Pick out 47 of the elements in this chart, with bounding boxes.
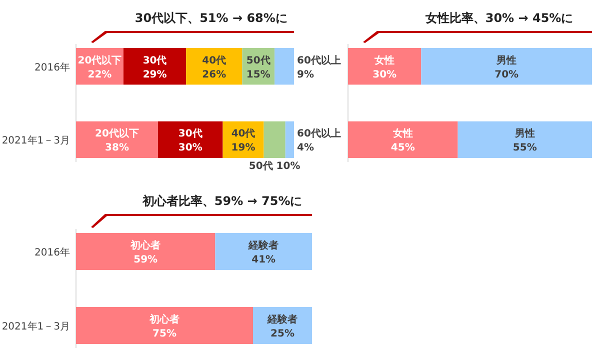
text: 60代以上 (297, 128, 341, 140)
data-label: 70% (494, 69, 519, 80)
y-tick-label: 2021年1－3月 (2, 320, 70, 332)
series-label: 60代以上 (297, 54, 341, 66)
y-tick-label: 2016年 (34, 61, 70, 74)
series-label: 女性 (392, 128, 413, 140)
series-label: 経験者 (248, 240, 279, 252)
chart-title: 初心者比率、59% → 75%に (141, 194, 302, 208)
text: 20代以下 (95, 128, 139, 140)
data-label: 4% (297, 142, 314, 154)
series-label: 20代以下 (78, 54, 122, 66)
series-label: 初心者 (130, 240, 161, 252)
text: 女性 (374, 55, 395, 66)
series-label: 50代 (248, 161, 273, 172)
bar (264, 121, 286, 158)
data-label: 15% (246, 69, 270, 80)
chart-title: 女性比率、30% → 45%に (424, 11, 574, 25)
data-label: 26% (202, 69, 226, 80)
bar (285, 121, 294, 158)
data-label: 30% (178, 142, 202, 154)
data-label: 19% (231, 142, 256, 154)
series-label: 40代 (231, 128, 256, 140)
y-tick-label: 2021年1－3月 (2, 134, 70, 147)
text: 男性 (496, 55, 517, 66)
data-label: 22% (88, 69, 112, 80)
data-label: 45% (390, 142, 415, 154)
bar (158, 121, 223, 158)
text: 50代 (246, 55, 270, 66)
chart-title: 30代以下、51% → 68%に (134, 11, 288, 25)
series-label: 30代 (178, 128, 202, 140)
data-label: 25% (270, 328, 294, 340)
data-label: 30% (372, 69, 397, 80)
text: 初心者 (150, 314, 180, 326)
y-tick-label: 2016年 (34, 246, 70, 258)
bar (274, 48, 294, 85)
data-label: 75% (152, 328, 176, 340)
data-label: 29% (142, 69, 167, 80)
text: 30代 (142, 55, 167, 66)
text: 経験者 (268, 314, 298, 326)
data-label: 38% (105, 142, 129, 154)
data-label: 41% (252, 254, 276, 266)
series-label: 男性 (514, 128, 535, 140)
data-label: 55% (512, 142, 537, 154)
data-label: 9% (297, 69, 314, 80)
text: 40代 (202, 55, 226, 66)
data-label: 10% (276, 161, 300, 172)
data-label: 59% (134, 254, 158, 266)
